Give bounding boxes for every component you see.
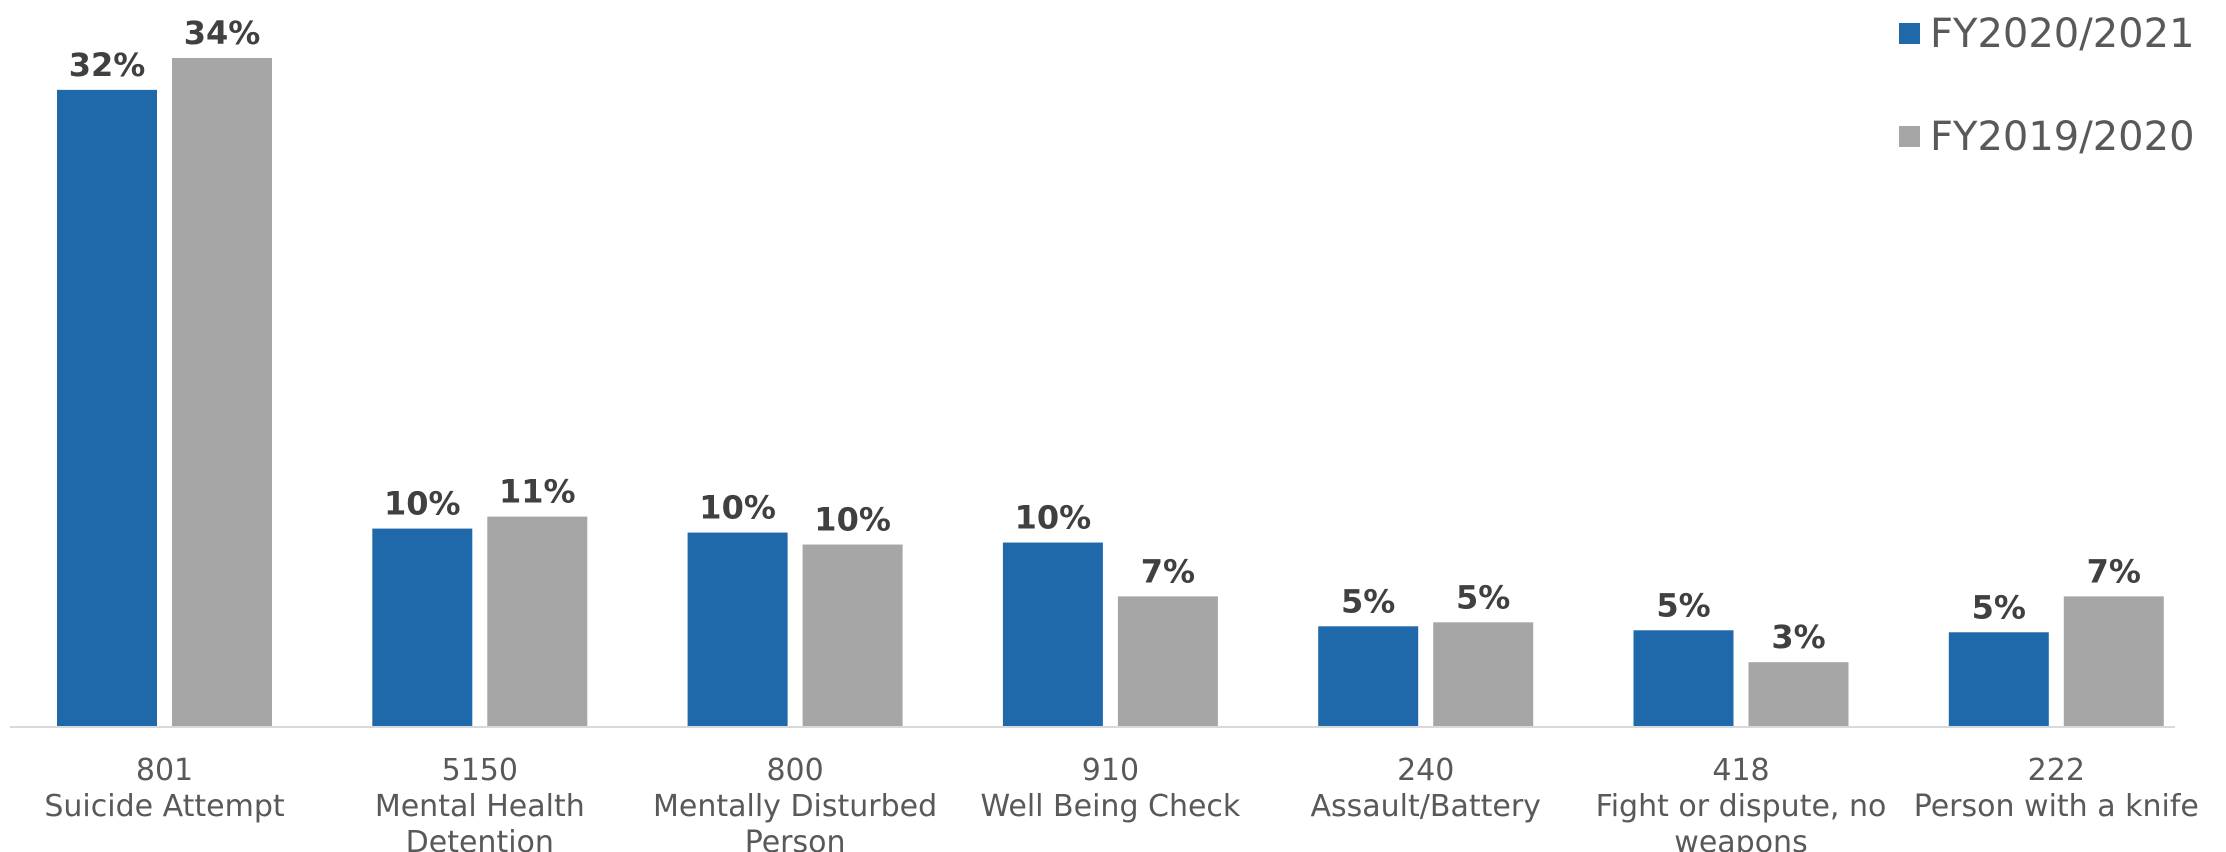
data-label-fy2019-2020-5: 3%	[1771, 618, 1825, 656]
x-tick-label-line: Detention	[406, 825, 554, 852]
bar-fy2019-2020-4	[1433, 622, 1534, 726]
data-labels-group: 32% 34% 10% 11% 10% 10% 10% 7% 5% 5% 5% 3% 5% 7%	[69, 14, 2141, 656]
x-tick-label-line: 5150	[442, 753, 518, 788]
x-tick-label-line: weapons	[1674, 825, 1807, 852]
x-tick-label-1: 5150 Mental Health Detention	[375, 753, 585, 852]
legend-swatch-fy2019-2020	[1899, 126, 1920, 147]
x-tick-label-line: 418	[1712, 753, 1769, 788]
legend-label-fy2019-2020: FY2019/2020	[1930, 114, 2195, 160]
x-tick-label-line: 910	[1082, 753, 1139, 788]
data-label-fy2020-2021-3: 10%	[1015, 499, 1092, 537]
legend-swatch-fy2020-2021	[1899, 23, 1920, 44]
x-tick-label-line: 800	[766, 753, 823, 788]
bar-fy2020-2021-5	[1633, 630, 1734, 726]
x-tick-label-line: Person	[745, 825, 846, 852]
bar-fy2019-2020-0	[172, 57, 272, 727]
data-label-fy2019-2020-3: 7%	[1141, 552, 1195, 590]
x-tick-label-line: 240	[1397, 753, 1454, 788]
x-tick-label-line: 801	[136, 753, 193, 788]
data-label-fy2020-2021-4: 5%	[1341, 582, 1395, 620]
data-label-fy2019-2020-6: 7%	[2087, 552, 2141, 590]
x-tick-label-line: Person with a knife	[1914, 789, 2199, 824]
legend-label-fy2020-2021: FY2020/2021	[1930, 11, 2195, 57]
x-tick-label-line: Fight or dispute, no	[1596, 789, 1887, 824]
bar-fy2019-2020-2	[802, 544, 903, 726]
x-tick-label-3: 910 Well Being Check	[980, 753, 1240, 824]
bars-group	[57, 57, 2164, 727]
x-tick-label-0: 801 Suicide Attempt	[44, 753, 285, 824]
x-tick-label-line: Suicide Attempt	[44, 789, 285, 824]
x-tick-label-5: 418 Fight or dispute, no weapons	[1596, 753, 1887, 852]
data-label-fy2019-2020-4: 5%	[1456, 578, 1510, 616]
x-tick-label-line: 222	[2028, 753, 2085, 788]
data-label-fy2020-2021-5: 5%	[1656, 586, 1710, 624]
bar-fy2019-2020-5	[1748, 662, 1849, 726]
data-label-fy2020-2021-6: 5%	[1972, 588, 2026, 626]
legend: FY2020/2021 FY2019/2020	[1899, 11, 2195, 160]
data-label-fy2020-2021-1: 10%	[384, 485, 461, 523]
data-label-fy2019-2020-1: 11%	[499, 473, 576, 511]
x-tick-label-4: 240 Assault/Battery	[1310, 753, 1540, 824]
x-tick-label-line: Well Being Check	[980, 789, 1240, 824]
x-tick-label-2: 800 Mentally Disturbed Person	[653, 753, 937, 852]
bar-fy2020-2021-0	[57, 89, 157, 727]
bar-fy2020-2021-2	[687, 532, 788, 726]
bar-fy2020-2021-4	[1318, 626, 1419, 726]
bar-fy2020-2021-1	[372, 528, 473, 726]
x-tick-label-line: Mentally Disturbed	[653, 789, 937, 824]
x-tick-labels-group: 801 Suicide Attempt 5150 Mental Health Deten…	[44, 753, 2199, 852]
x-tick-label-6: 222 Person with a knife	[1914, 753, 2199, 824]
data-label-fy2019-2020-2: 10%	[814, 501, 891, 539]
bar-fy2020-2021-6	[1948, 632, 2049, 726]
bar-fy2019-2020-6	[2063, 596, 2164, 726]
bar-fy2020-2021-3	[1002, 542, 1103, 726]
data-label-fy2020-2021-0: 32%	[69, 46, 146, 84]
data-label-fy2020-2021-2: 10%	[699, 489, 776, 527]
bar-fy2019-2020-3	[1117, 596, 1218, 726]
data-label-fy2019-2020-0: 34%	[184, 14, 261, 52]
x-tick-label-line: Mental Health	[375, 789, 585, 824]
x-tick-label-line: Assault/Battery	[1310, 789, 1540, 824]
bar-fy2019-2020-1	[487, 516, 588, 726]
